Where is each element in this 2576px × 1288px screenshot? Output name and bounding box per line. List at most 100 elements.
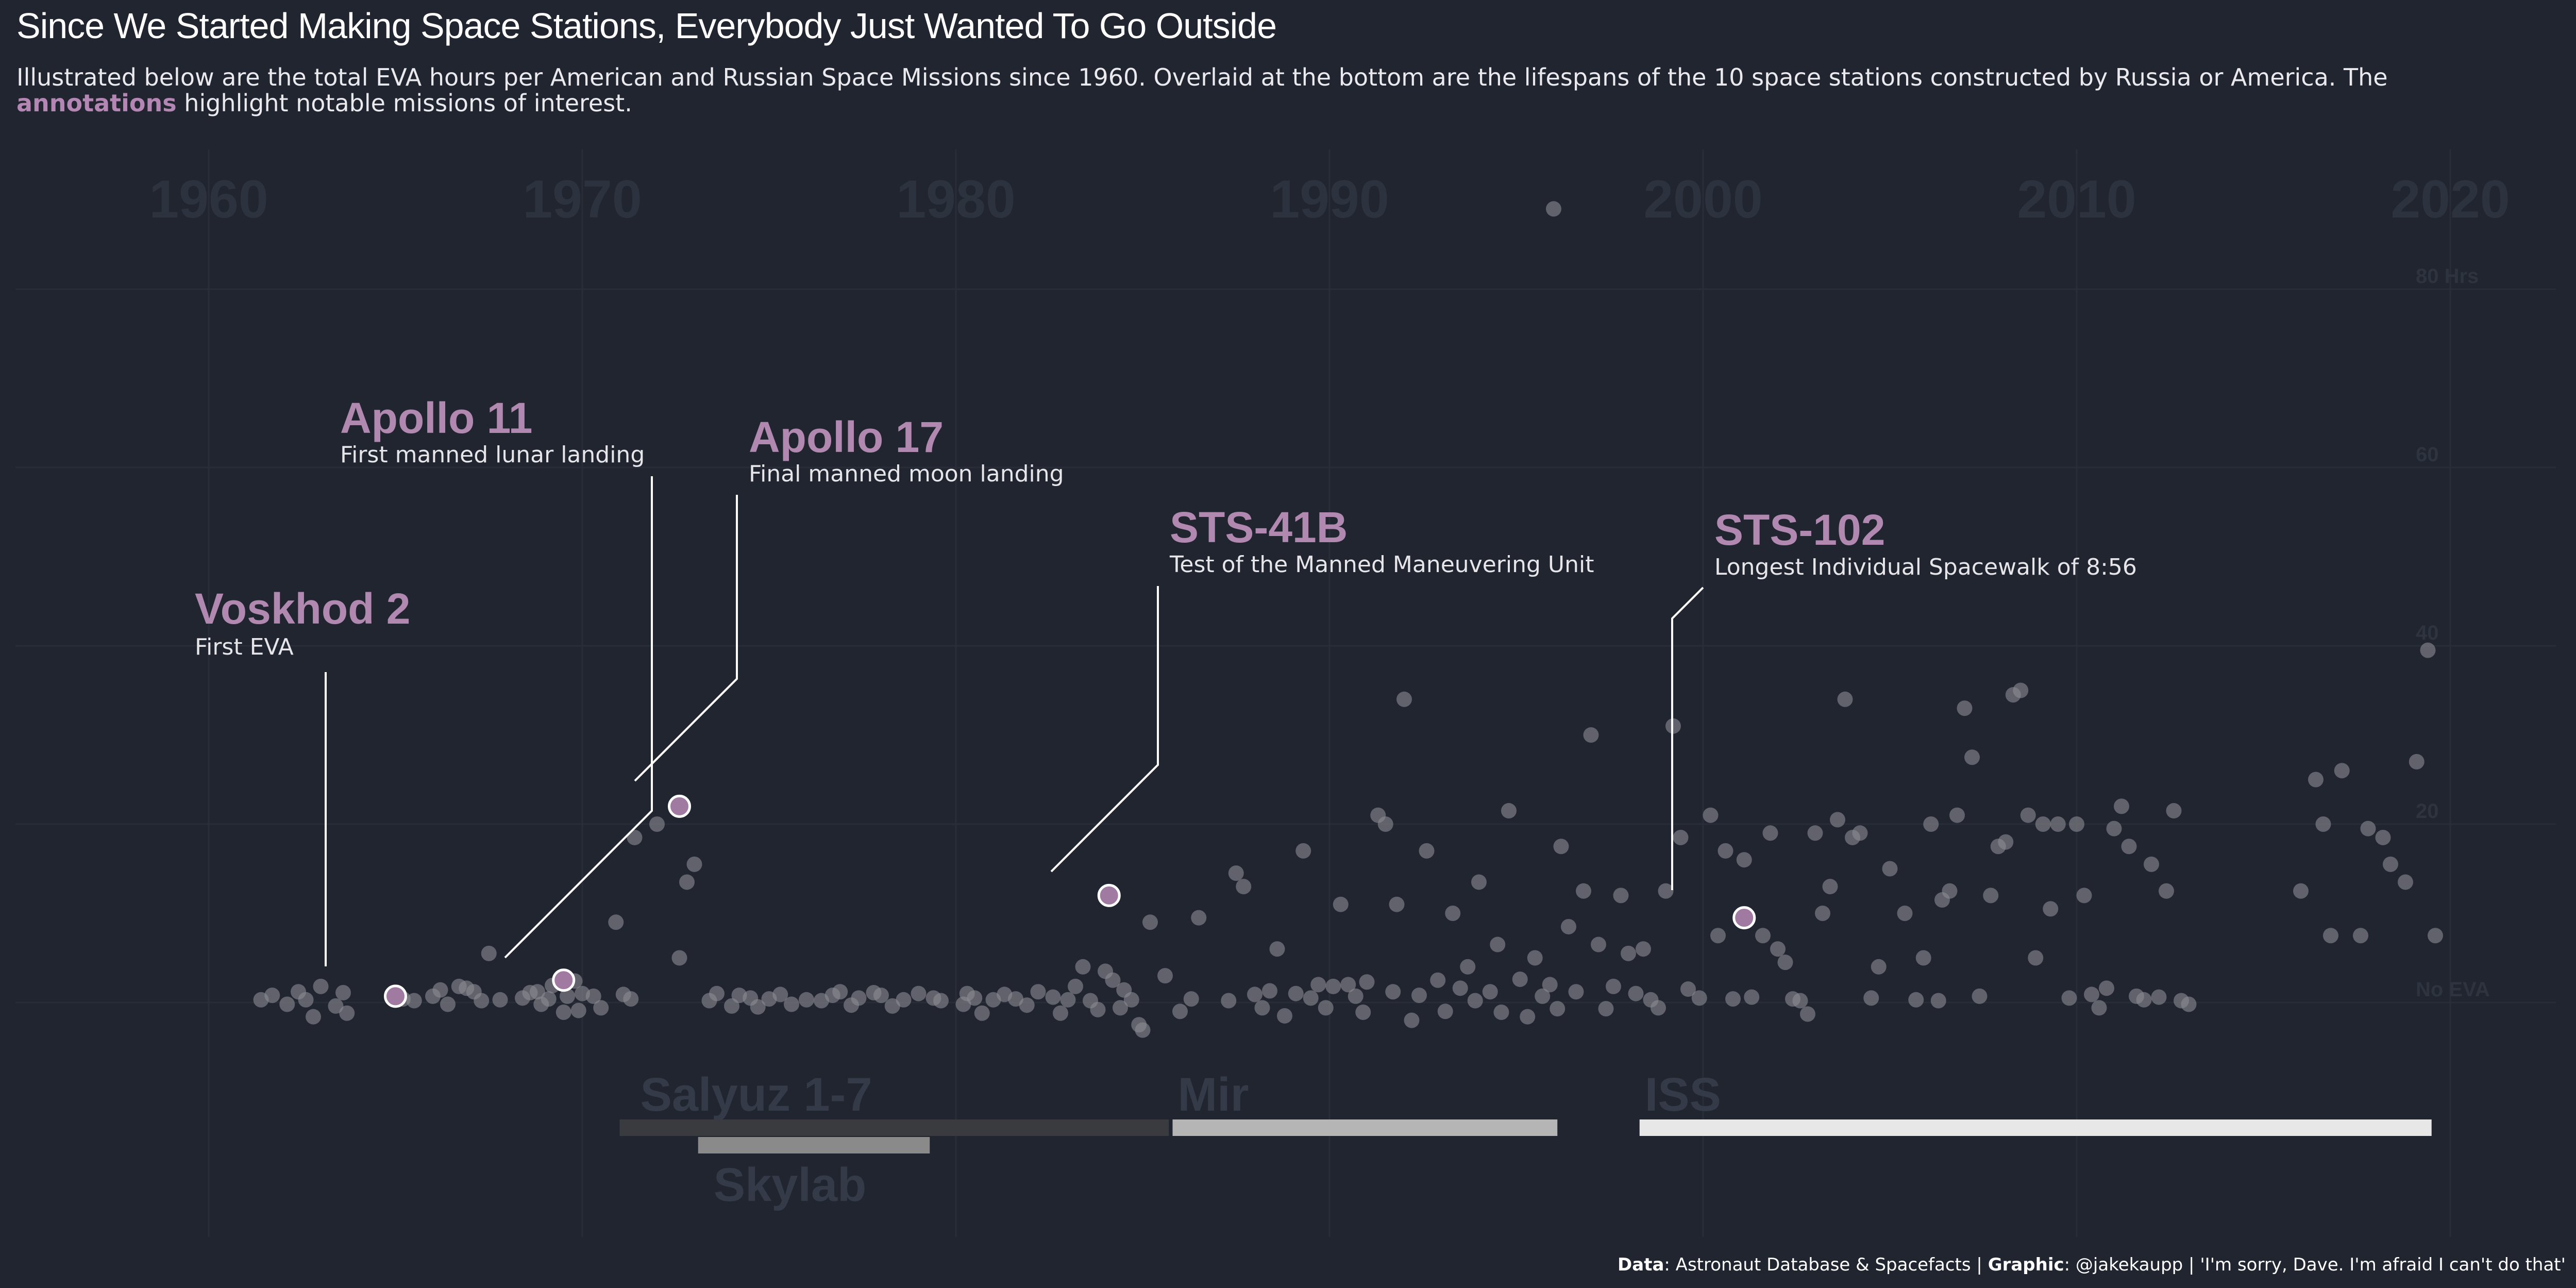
eva-point: [1482, 984, 1498, 1000]
eva-point: [1467, 993, 1483, 1009]
eva-point: [1815, 906, 1830, 921]
eva-point: [2084, 986, 2099, 1002]
caption-data-label: Data: [1618, 1254, 1664, 1275]
eva-point: [1333, 896, 1349, 912]
x-tick-label: 1970: [523, 170, 642, 229]
annotation-leader-line: [1671, 587, 1704, 890]
subtitle-accent: annotations: [16, 89, 177, 117]
annotation-leader-line: [504, 476, 653, 959]
eva-point: [2375, 829, 2391, 845]
eva-point: [2013, 682, 2029, 698]
eva-point: [1277, 1008, 1292, 1024]
annotation-title: Apollo 11: [340, 394, 532, 442]
annotation-title: STS-102: [1714, 506, 1885, 554]
caption-data-text: : Astronaut Database & Spacefacts |: [1664, 1254, 1988, 1275]
eva-point: [2334, 763, 2350, 779]
eva-point: [474, 993, 490, 1009]
eva-point: [1269, 941, 1285, 957]
eva-point: [709, 985, 725, 1001]
eva-point: [1613, 888, 1629, 904]
eva-point: [306, 1009, 321, 1025]
eva-point: [2398, 874, 2413, 890]
eva-point: [1942, 883, 1958, 899]
eva-point: [1228, 865, 1244, 881]
eva-point: [1908, 992, 1924, 1008]
y-tick-label: No EVA: [2416, 978, 2490, 1001]
annotation-text: First EVA: [195, 634, 294, 660]
eva-point: [750, 999, 766, 1015]
eva-point: [1318, 1000, 1334, 1016]
eva-point: [974, 1005, 990, 1021]
eva-point: [1736, 852, 1752, 868]
eva-point: [1744, 989, 1760, 1005]
eva-point: [1807, 825, 1823, 841]
eva-point: [1606, 978, 1621, 994]
eva-point: [1060, 992, 1076, 1008]
eva-point: [1949, 807, 1965, 823]
chart-title: Since We Started Making Space Stations, …: [16, 6, 1277, 46]
annotation-leader-line: [634, 495, 738, 782]
caption-graphic-text: : @jakekaupp | 'I'm sorry, Dave. I'm afr…: [2064, 1254, 2566, 1275]
eva-point: [851, 990, 867, 1006]
eva-point: [1561, 918, 1576, 934]
eva-point: [1658, 883, 1674, 899]
eva-point: [1527, 950, 1543, 966]
station-lifespans: Salyuz 1-7 Skylab Mir ISS: [619, 1068, 2432, 1211]
eva-point: [2069, 816, 2084, 832]
eva-point: [1157, 968, 1173, 984]
eva-point: [1295, 843, 1311, 859]
eva-point: [2353, 928, 2368, 944]
y-tick-label: 20: [2416, 800, 2439, 823]
eva-point: [264, 988, 280, 1003]
eva-point: [967, 990, 983, 1006]
subtitle-text: Illustrated below are the total EVA hour…: [16, 63, 2388, 91]
eva-point: [1710, 928, 1726, 944]
eva-point: [1325, 978, 1341, 994]
x-tick-label: 2010: [2017, 170, 2136, 229]
highlight-point: [1097, 883, 1121, 907]
eva-point: [279, 996, 295, 1012]
eva-point: [772, 986, 788, 1002]
eva-point: [339, 1005, 355, 1021]
eva-point: [1520, 1009, 1536, 1025]
eva-point: [2308, 772, 2324, 788]
eva-point: [2043, 901, 2059, 917]
eva-point: [1972, 988, 1988, 1004]
eva-point: [1591, 936, 1606, 952]
eva-point: [1512, 972, 1528, 988]
eva-point: [2151, 989, 2167, 1005]
eva-point: [1430, 972, 1446, 988]
eva-point: [873, 988, 889, 1003]
eva-point: [2028, 950, 2044, 966]
eva-point: [593, 1000, 609, 1016]
eva-point: [1471, 874, 1487, 890]
eva-point: [570, 1002, 586, 1018]
eva-point: [1045, 989, 1061, 1005]
annotation-text: First manned lunar landing: [340, 442, 645, 468]
chart-subtitle: Illustrated below are the total EVA hour…: [16, 64, 2552, 116]
eva-point: [1053, 1005, 1068, 1021]
eva-point: [1355, 1005, 1371, 1021]
eva-point: [911, 985, 927, 1001]
eva-point: [1703, 807, 1719, 823]
eva-point: [1770, 941, 1786, 957]
eva-point: [1628, 985, 1644, 1001]
station-label: ISS: [1645, 1068, 1721, 1121]
eva-point: [1542, 977, 1558, 993]
eva-point: [1396, 691, 1412, 707]
eva-point: [1755, 928, 1771, 944]
eva-point: [2166, 803, 2182, 819]
y-axis-labels: No EVA 20 40 60 80 Hrs: [2416, 265, 2490, 1001]
eva-point: [1550, 1001, 1565, 1017]
eva-point: [1135, 1022, 1151, 1038]
eva-point: [2050, 816, 2066, 832]
x-tick-label: 1990: [1270, 170, 1389, 229]
eva-point: [1762, 825, 1778, 841]
eva-point: [1019, 997, 1035, 1013]
eva-point: [1636, 941, 1651, 957]
eva-point: [1419, 843, 1435, 859]
eva-point: [313, 978, 329, 994]
eva-point: [2409, 754, 2425, 770]
eva-point: [1030, 984, 1046, 1000]
eva-point: [1105, 972, 1121, 988]
